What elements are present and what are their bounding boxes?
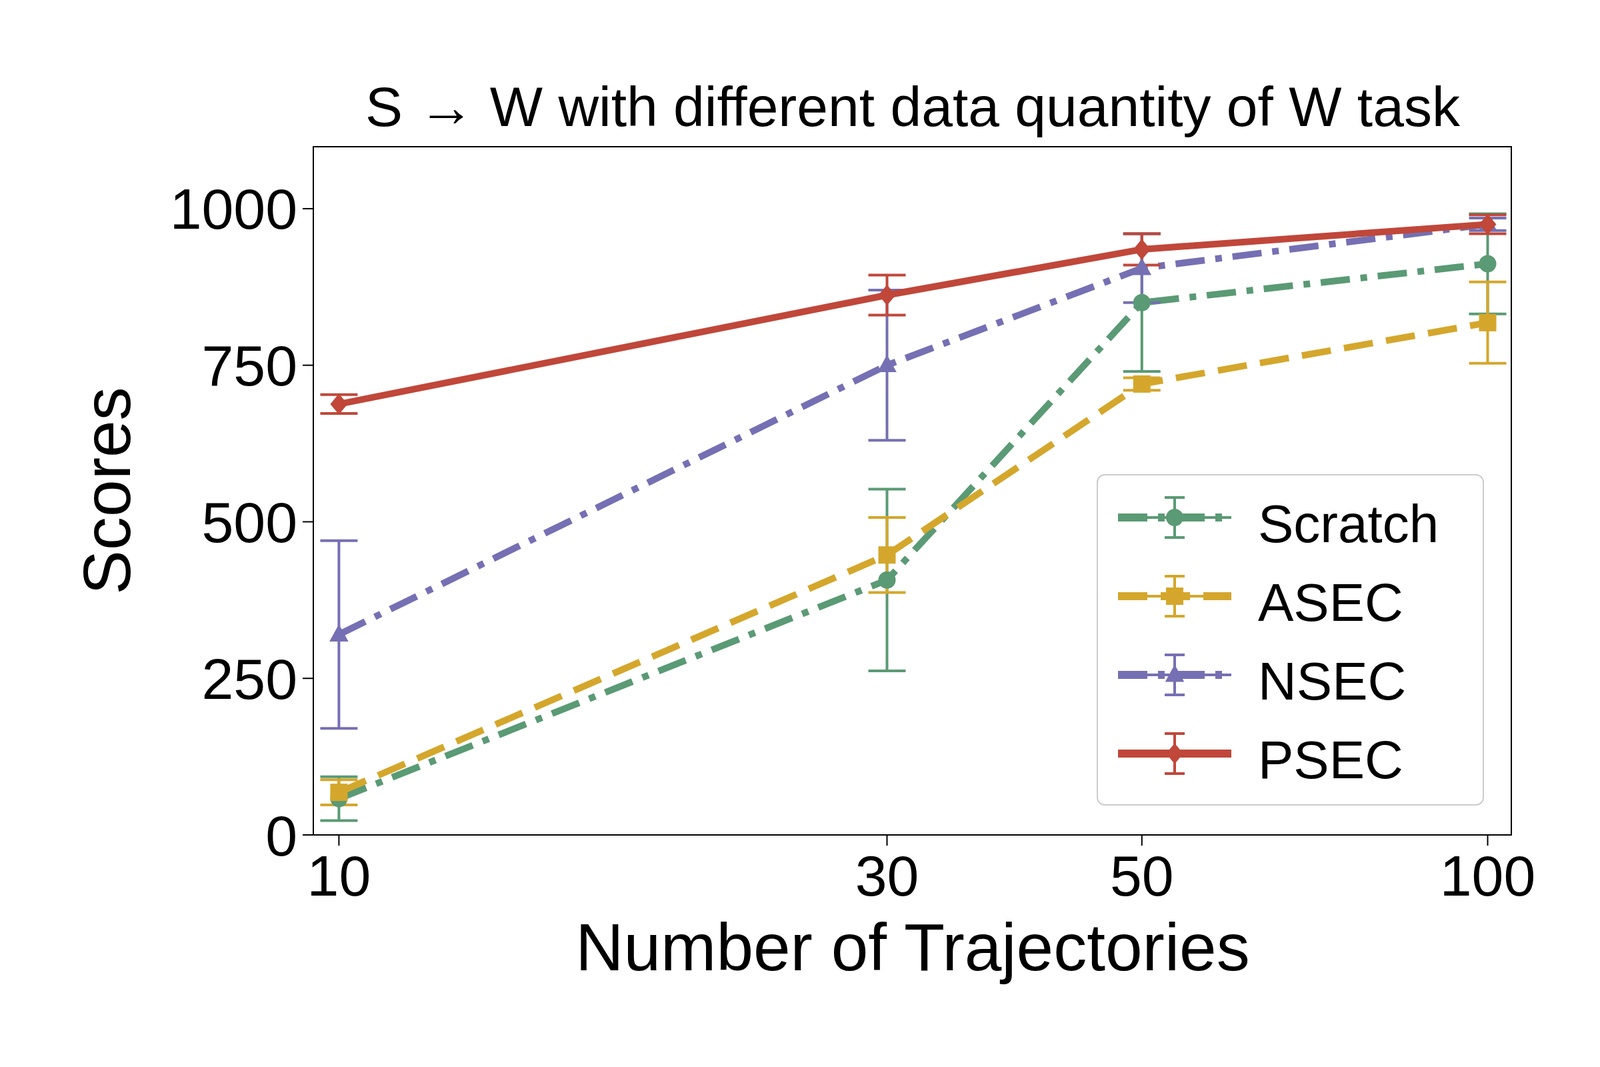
svg-text:500: 500 (202, 490, 298, 554)
html-text:PSEC: PSEC (1258, 730, 1404, 790)
svg-text:50: 50 (1110, 843, 1174, 908)
html-text:Scores: Scores (69, 386, 144, 595)
svg-text:100: 100 (1440, 843, 1536, 908)
html-text:NSEC: NSEC (1258, 651, 1407, 711)
html-text:Scratch: Scratch (1258, 494, 1439, 554)
svg-text:750: 750 (202, 333, 298, 398)
svg-text:250: 250 (202, 646, 298, 711)
html-text:S → W with different data quan: S → W with different data quantity of W … (365, 75, 1460, 138)
svg-text:30: 30 (855, 843, 920, 908)
svg-text:10: 10 (307, 843, 372, 908)
html-text:Number of Trajectories: Number of Trajectories (575, 909, 1250, 984)
svg-text:1000: 1000 (170, 176, 298, 241)
svg-text:0: 0 (265, 803, 298, 868)
html-text:ASEC: ASEC (1258, 572, 1404, 632)
